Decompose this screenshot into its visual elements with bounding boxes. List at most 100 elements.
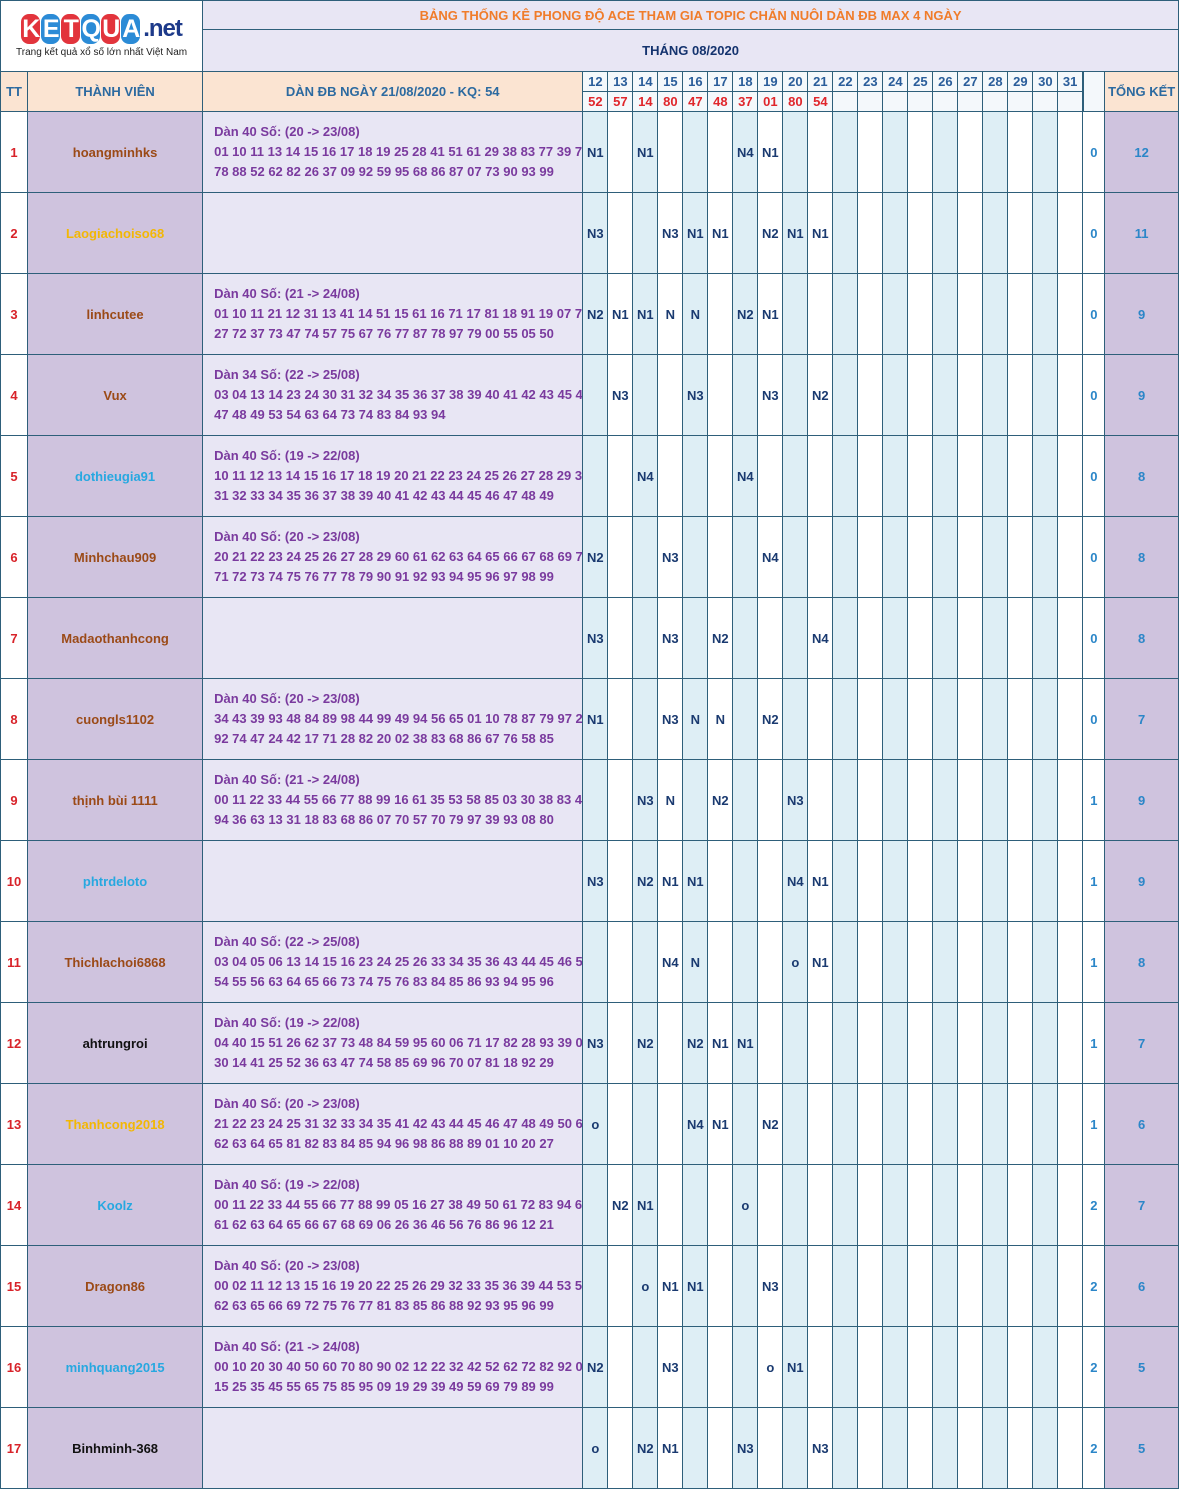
result-mark — [732, 1326, 759, 1408]
dan-numbers: Dàn 40 Số: (21 -> 24/08) 01 10 11 21 12 3… — [202, 273, 584, 355]
dan-line: 01 10 11 21 12 31 13 41 14 51 15 61 16 7… — [214, 306, 583, 321]
result-mark: N3 — [582, 192, 609, 274]
logo-tagline: Trang kết quả xổ số lớn nhất Việt Nam — [16, 47, 188, 58]
result-mark — [957, 111, 984, 193]
result-mark: N4 — [657, 921, 684, 1003]
result-mark — [1057, 1245, 1084, 1327]
member-name[interactable]: dothieugia91 — [27, 435, 204, 517]
row-number: 2 — [0, 192, 29, 274]
member-name[interactable]: minhquang2015 — [27, 1326, 204, 1408]
result-mark — [582, 1164, 609, 1246]
result-mark — [832, 273, 859, 355]
member-name[interactable]: Vux — [27, 354, 204, 436]
result-mark — [982, 1245, 1009, 1327]
result-mark — [832, 597, 859, 679]
result-cell — [1007, 91, 1034, 112]
member-name[interactable]: Dragon86 — [27, 1245, 204, 1327]
member-name[interactable]: Minhchau909 — [27, 516, 204, 598]
member-name[interactable]: Binhminh-368 — [27, 1407, 204, 1489]
member-name[interactable]: Thanhcong2018 — [27, 1083, 204, 1165]
result-mark: N — [707, 678, 734, 760]
result-cell: 37 — [732, 91, 759, 112]
result-mark — [1057, 678, 1084, 760]
result-mark — [807, 1326, 834, 1408]
total-score: 8 — [1104, 516, 1179, 598]
result-mark: N4 — [757, 516, 784, 598]
logo[interactable]: K E T Q U A .net Trang kết quả xổ số lớn nhất … — [0, 0, 204, 72]
result-mark — [732, 597, 759, 679]
dan-line: 00 02 11 12 13 15 16 19 20 22 25 26 29 3… — [214, 1278, 583, 1293]
result-mark — [907, 111, 934, 193]
result-mark — [957, 1326, 984, 1408]
row-number: 1 — [0, 111, 29, 193]
result-mark — [882, 273, 909, 355]
member-name[interactable]: cuongls1102 — [27, 678, 204, 760]
dan-line: 00 11 22 33 44 55 66 77 88 99 05 16 27 3… — [214, 1197, 583, 1212]
member-name[interactable]: Koolz — [27, 1164, 204, 1246]
result-mark — [657, 354, 684, 436]
member-name[interactable]: hoangminhks — [27, 111, 204, 193]
result-mark — [607, 516, 634, 598]
dan-numbers: Dàn 40 Số: (19 -> 22/08) 00 11 22 33 44 5… — [202, 1164, 584, 1246]
result-mark — [1007, 1326, 1034, 1408]
day-header: 13 — [607, 71, 634, 92]
result-mark — [807, 1164, 834, 1246]
result-mark — [732, 354, 759, 436]
result-mark — [982, 597, 1009, 679]
day-header: 18 — [732, 71, 759, 92]
result-mark — [1007, 1083, 1034, 1165]
result-mark — [607, 1245, 634, 1327]
result-mark — [1057, 1083, 1084, 1165]
member-name[interactable]: phtrdeloto — [27, 840, 204, 922]
result-mark: N2 — [707, 597, 734, 679]
dan-line: 00 11 22 33 44 55 66 77 88 99 16 61 35 5… — [214, 792, 583, 807]
dan-line: 00 10 20 30 40 50 60 70 80 90 02 12 22 3… — [214, 1359, 583, 1374]
result-mark — [832, 516, 859, 598]
result-mark — [857, 921, 884, 1003]
result-mark — [632, 1326, 659, 1408]
result-mark — [632, 516, 659, 598]
result-cell — [1057, 91, 1084, 112]
result-mark — [607, 435, 634, 517]
result-mark — [932, 435, 959, 517]
result-mark — [957, 759, 984, 841]
total-score: 8 — [1104, 435, 1179, 517]
result-mark — [932, 597, 959, 679]
result-mark: N3 — [657, 597, 684, 679]
result-mark: N1 — [782, 1326, 809, 1408]
member-name[interactable]: Thichlachoi6868 — [27, 921, 204, 1003]
day-header: 22 — [832, 71, 859, 92]
member-name[interactable]: Madaothanhcong — [27, 597, 204, 679]
result-mark — [732, 840, 759, 922]
result-mark — [682, 759, 709, 841]
result-mark: o — [757, 1326, 784, 1408]
dan-title: Dàn 40 Số: (21 -> 24/08) — [214, 1339, 360, 1354]
result-mark — [582, 354, 609, 436]
result-mark — [832, 192, 859, 274]
member-name[interactable]: Laogiachoiso68 — [27, 192, 204, 274]
result-mark — [832, 1326, 859, 1408]
result-mark — [1057, 435, 1084, 517]
result-mark — [582, 759, 609, 841]
result-mark: N4 — [732, 435, 759, 517]
dan-title: Dàn 40 Số: (21 -> 24/08) — [214, 286, 360, 301]
logo-wordmark: K E T Q U A .net — [21, 14, 183, 44]
result-mark — [982, 1083, 1009, 1165]
result-mark: N3 — [757, 1245, 784, 1327]
member-name[interactable]: ahtrungroi — [27, 1002, 204, 1084]
result-mark: N1 — [682, 1245, 709, 1327]
result-mark — [832, 1245, 859, 1327]
table-row: 3 linhcutee Dàn 40 Số: (21 -> 24/08) 01 10 … — [0, 273, 1179, 355]
result-mark — [732, 759, 759, 841]
dan-line: 15 25 35 45 55 65 75 85 95 09 19 29 39 4… — [214, 1379, 554, 1394]
member-name[interactable]: linhcutee — [27, 273, 204, 355]
result-mark — [882, 1326, 909, 1408]
member-name[interactable]: thịnh bùi 1111 — [27, 759, 204, 841]
row-number: 9 — [0, 759, 29, 841]
total-score: 6 — [1104, 1245, 1179, 1327]
dan-line: 01 10 11 13 14 15 16 17 18 19 25 28 41 5… — [214, 144, 583, 159]
result-mark — [907, 759, 934, 841]
result-mark — [957, 678, 984, 760]
dan-numbers: Dàn 40 Số: (19 -> 22/08) 04 40 15 51 26 6… — [202, 1002, 584, 1084]
result-mark — [1057, 921, 1084, 1003]
